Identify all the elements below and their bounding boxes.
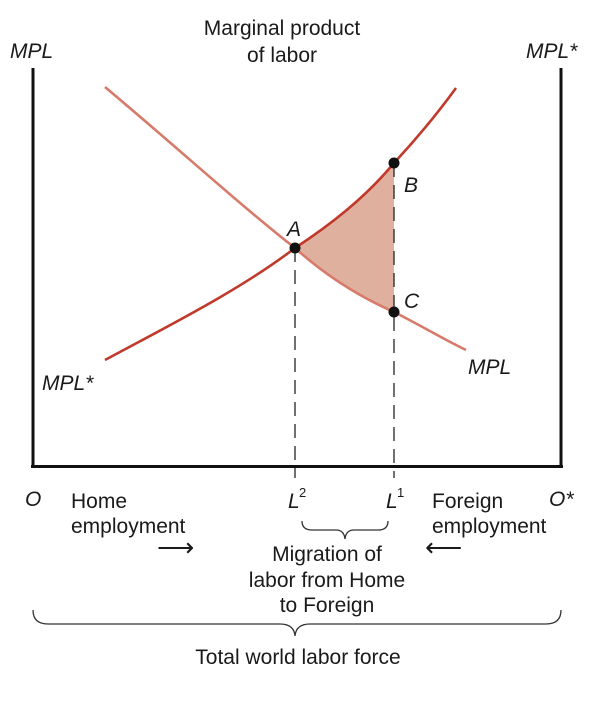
- left-axis-label: MPL: [10, 40, 53, 63]
- point-b-label: B: [404, 174, 418, 197]
- mpl-star-curve: [104, 87, 458, 362]
- total-labor-label: Total world labor force: [195, 646, 400, 669]
- l1-superscript: 1: [397, 485, 404, 500]
- point-c: [388, 306, 400, 318]
- home-employment-line-2: employment: [71, 515, 186, 538]
- mpl-star-curve-label: MPL*: [42, 372, 94, 395]
- home-employment-line-1: Home: [71, 490, 127, 513]
- point-a-label: A: [285, 218, 301, 241]
- point-b: [388, 157, 400, 169]
- right-axis-label: MPL*: [526, 40, 578, 63]
- right-origin-label: O*: [549, 488, 574, 511]
- point-a: [289, 242, 301, 254]
- title-line-2: of labor: [247, 44, 317, 67]
- point-c-label: C: [404, 290, 420, 313]
- migration-line-3: to Foreign: [280, 594, 375, 617]
- migration-brace: [301, 520, 389, 540]
- shaded-efficiency-gain: [295, 163, 394, 312]
- title-line-1: Marginal product: [204, 17, 361, 40]
- foreign-arrow: ⟵: [425, 532, 462, 562]
- total-labor-brace: [32, 609, 562, 637]
- foreign-employment-line-2: employment: [432, 515, 547, 538]
- home-arrow: ⟶: [157, 532, 194, 562]
- foreign-employment-line-1: Foreign: [432, 490, 503, 513]
- l2-label: L: [288, 490, 300, 513]
- l1-label: L: [386, 490, 398, 513]
- mpl-curve: [104, 86, 467, 352]
- migration-line-2: labor from Home: [249, 569, 405, 592]
- mpl-curve-label: MPL: [468, 356, 511, 379]
- left-origin-label: O: [25, 488, 41, 511]
- l2-superscript: 2: [299, 485, 306, 500]
- migration-line-1: Migration of: [272, 543, 382, 566]
